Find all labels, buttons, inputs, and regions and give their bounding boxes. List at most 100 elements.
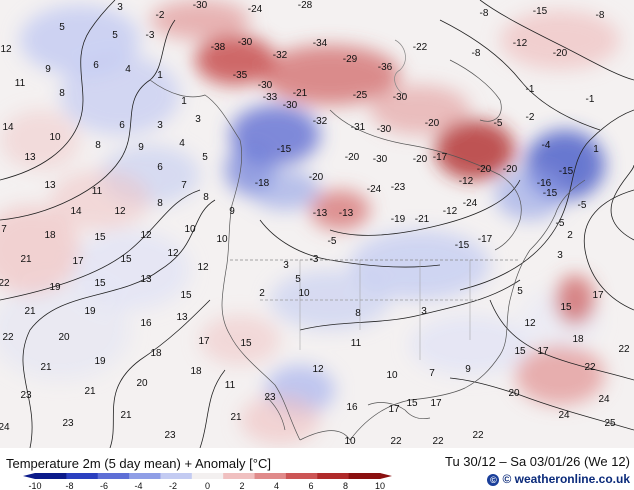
temperature-value: -20 <box>477 164 492 175</box>
temperature-value: -20 <box>425 118 440 129</box>
temperature-value: -15 <box>277 144 292 155</box>
temperature-value: -12 <box>443 206 458 217</box>
colorbar-arrow-left <box>23 473 35 479</box>
credit[interactable]: © © weatheronline.co.uk <box>487 472 630 486</box>
temperature-value: 1 <box>593 144 599 155</box>
temperature-value: -5 <box>578 200 587 211</box>
temperature-value: 16 <box>140 318 152 329</box>
temperature-value: 21 <box>84 386 96 397</box>
temperature-value: -34 <box>313 38 328 49</box>
temperature-value: -5 <box>328 236 337 247</box>
temperature-value: -38 <box>211 42 226 53</box>
colorbar-segment <box>97 473 130 479</box>
colorbar-segment <box>129 473 161 479</box>
temperature-value: 18 <box>150 348 162 359</box>
colorbar-tick-label: 0 <box>205 481 210 490</box>
temperature-value: 13 <box>44 180 56 191</box>
colorbar-tick-label: -8 <box>65 481 73 490</box>
temperature-value: 17 <box>592 290 604 301</box>
temperature-value: 22 <box>472 430 484 441</box>
temperature-value: 23 <box>264 392 276 403</box>
temperature-value: 24 <box>558 410 570 421</box>
temperature-value: -30 <box>238 37 253 48</box>
copyright-icon: © <box>487 474 500 486</box>
temperature-value: -16 <box>537 178 552 189</box>
temperature-value: 10 <box>49 132 61 143</box>
temperature-value: -20 <box>413 154 428 165</box>
temperature-value: 18 <box>190 366 202 377</box>
temperature-value: -24 <box>248 4 263 15</box>
temperature-value: 19 <box>84 306 96 317</box>
temperature-value: -32 <box>273 50 288 61</box>
temperature-value: 15 <box>120 254 132 265</box>
temperature-value: -15 <box>533 6 548 17</box>
temperature-value: 7 <box>181 180 187 191</box>
temperature-value: -35 <box>233 70 248 81</box>
temperature-value: -17 <box>433 152 448 163</box>
temperature-value: -20 <box>345 152 360 163</box>
temperature-value: -3 <box>146 30 155 41</box>
temperature-value: 17 <box>430 398 442 409</box>
credit-text: © weatheronline.co.uk <box>502 472 630 486</box>
colorbar-tick-label: -4 <box>134 481 142 490</box>
temperature-value: 13 <box>140 274 152 285</box>
colorbar-segment <box>223 473 256 479</box>
colorbar-segment <box>160 473 193 479</box>
temperature-value: 15 <box>560 302 572 313</box>
temperature-value: 15 <box>240 338 252 349</box>
temperature-value: 10 <box>344 436 356 447</box>
temperature-value: -5 <box>494 118 503 129</box>
temperature-value: 9 <box>229 206 235 217</box>
temperature-value: -30 <box>258 80 273 91</box>
temperature-value: 21 <box>24 306 36 317</box>
colorbar-tick-label: -10 <box>28 481 41 490</box>
temperature-value: 5 <box>112 30 118 41</box>
temperature-value: 7 <box>429 368 435 379</box>
temperature-value: -20 <box>553 48 568 59</box>
temperature-value: -1 <box>526 84 535 95</box>
temperature-value: 22 <box>390 436 402 447</box>
temperature-value: -29 <box>343 54 358 65</box>
temperature-value: 10 <box>216 234 228 245</box>
temperature-value: 15 <box>406 398 418 409</box>
temperature-value: 12 <box>524 318 536 329</box>
temperature-value: -12 <box>459 176 474 187</box>
temperature-value: -4 <box>542 140 551 151</box>
temperature-value: 6 <box>93 60 99 71</box>
temperature-value: 1 <box>157 70 163 81</box>
temperature-value: -24 <box>463 198 478 209</box>
temperature-value: -8 <box>596 10 605 21</box>
temperature-value: 3 <box>117 2 123 13</box>
temperature-value: 21 <box>40 362 52 373</box>
temperature-value: 12 <box>312 364 324 375</box>
temperature-value: 15 <box>180 290 192 301</box>
temperature-value: 17 <box>72 256 84 267</box>
temperature-value: 2 <box>567 230 573 241</box>
temperature-value: 18 <box>572 334 584 345</box>
temperature-value: 10 <box>184 224 196 235</box>
temperature-value: -23 <box>391 182 406 193</box>
temperature-value: 12 <box>0 44 12 55</box>
temperature-value: -3 <box>310 254 319 265</box>
temperature-value: 13 <box>176 312 188 323</box>
colorbar-tick-label: -2 <box>169 481 177 490</box>
temperature-value: 3 <box>283 260 289 271</box>
temperature-value: 22 <box>432 436 444 447</box>
temperature-value: -33 <box>263 92 278 103</box>
temperature-value: 3 <box>421 306 427 317</box>
temperature-value: 3 <box>557 250 563 261</box>
temperature-value: 6 <box>119 120 125 131</box>
coastlines <box>149 39 586 441</box>
temperature-value: -1 <box>586 94 595 105</box>
colorbar-tick-label: 4 <box>274 481 279 490</box>
temperature-value: 21 <box>20 254 32 265</box>
temperature-value: 17 <box>198 336 210 347</box>
temperature-value: 15 <box>94 232 106 243</box>
temperature-value: 12 <box>197 262 209 273</box>
temperature-value: 8 <box>355 308 361 319</box>
temperature-value: 9 <box>45 64 51 75</box>
colorbar-arrow-right <box>380 473 392 479</box>
temperature-value: 18 <box>44 230 56 241</box>
temperature-value: -17 <box>478 234 493 245</box>
